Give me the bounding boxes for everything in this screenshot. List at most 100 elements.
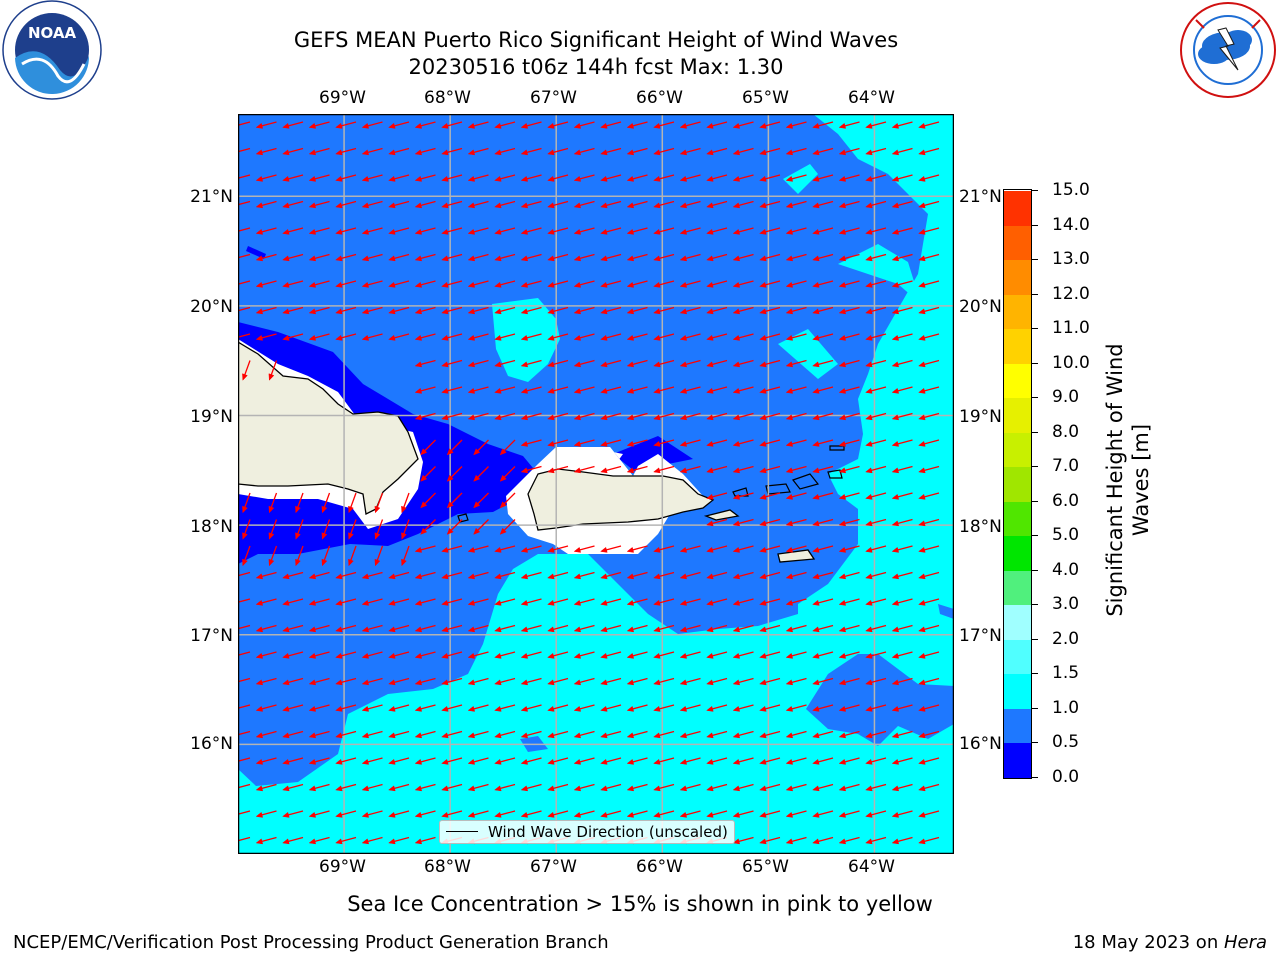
arrow-head (785, 122, 794, 129)
wave-direction-arrow (238, 121, 251, 126)
arrow-head (255, 149, 264, 156)
colorbar-labels: 15.0 14.0 13.0 12.0 11.0 10.0 9.0 8.0 7.0 6.0 5.0 4… (1032, 0, 1100, 960)
arrow-head (441, 599, 449, 606)
arrow-head (918, 652, 926, 659)
arrow-head (865, 573, 873, 580)
arrow-head (520, 573, 529, 580)
arrow-head (335, 838, 343, 845)
arrow-head (388, 308, 396, 315)
arrow-head (706, 308, 714, 315)
lat-label-left: 19°N (190, 407, 233, 427)
lon-label-bottom: 65°W (742, 857, 789, 877)
arrow-head (388, 573, 396, 580)
lon-label-top: 69°W (319, 88, 366, 108)
colorbar-title-line2: Waves [m] (1129, 423, 1153, 537)
arrow-head (600, 255, 608, 262)
arrow-head (865, 281, 873, 288)
arrow-head (706, 493, 714, 500)
arrow-head (679, 175, 688, 182)
arrow-head (865, 149, 873, 156)
arrow-head (918, 599, 926, 606)
arrow-head (891, 175, 900, 182)
arrow-head (441, 308, 449, 315)
arrow-head (891, 573, 900, 580)
colorbar-band (1004, 294, 1031, 330)
arrow-head (573, 414, 582, 421)
arrow-head (520, 652, 529, 659)
arrow-head (759, 361, 767, 368)
colorbar-tick-label: 2.0 (1052, 628, 1080, 649)
arrow-head (282, 175, 290, 182)
arrow-head (732, 387, 741, 394)
arrow-head (759, 785, 767, 792)
lon-label-bottom: 68°W (424, 857, 471, 877)
arrow-head (600, 467, 608, 474)
arrow-head (838, 440, 847, 447)
contour-1.0-1.5 (238, 114, 954, 854)
arrow-head (679, 149, 688, 156)
arrow-head (706, 758, 714, 765)
lat-label-right: 20°N (959, 297, 1002, 317)
arrow-head (865, 202, 873, 209)
arrow-head (308, 149, 317, 156)
arrow-head (865, 546, 873, 553)
arrow-head (891, 838, 900, 845)
arrow-head (308, 811, 317, 818)
arrow-head (653, 626, 661, 633)
arrow-head (812, 732, 820, 739)
colorbar-tick (1032, 604, 1038, 606)
arrow-head (335, 281, 343, 288)
arrow-head (467, 228, 476, 235)
arrow-head (679, 732, 688, 739)
arrow-head (335, 202, 343, 209)
arrow-head (865, 652, 873, 659)
arrow-head (414, 122, 423, 129)
arrow-head (446, 501, 454, 509)
land (238, 341, 816, 563)
colorbar-tick (1032, 742, 1038, 744)
arrow-head (785, 758, 794, 765)
arrow-head (547, 652, 555, 659)
arrow-head (600, 202, 608, 209)
arrow-head (706, 626, 714, 633)
arrow-head (255, 281, 264, 288)
arrow-head (732, 175, 741, 182)
arrow-head (812, 758, 820, 765)
arrow-head (785, 255, 794, 262)
arrow-head (653, 467, 661, 474)
arrow-head (573, 811, 582, 818)
arrow-head (388, 149, 396, 156)
arrow-head (573, 149, 582, 156)
arrow-head (653, 440, 661, 447)
arrow-head (467, 149, 476, 156)
arrow-head (499, 527, 507, 535)
lat-label-left: 20°N (190, 297, 233, 317)
arrow-head (759, 149, 767, 156)
arrow-head (838, 679, 847, 686)
arrow-head (785, 599, 794, 606)
arrow-head (679, 334, 688, 341)
colorbar-band (1004, 673, 1031, 709)
arrow-head (282, 308, 290, 315)
arrow-head (547, 149, 555, 156)
arrow-head (706, 599, 714, 606)
arrow-head (785, 175, 794, 182)
right-credit-machine: Hera (1223, 932, 1267, 953)
arrow-head (520, 255, 529, 262)
arrow-head (255, 732, 264, 739)
arrow-head (918, 281, 926, 288)
arrow-head (467, 626, 476, 633)
arrow-head (838, 228, 847, 235)
colorbar (1003, 189, 1032, 779)
arrow-head (732, 785, 741, 792)
colorbar-tick-label: 10.0 (1052, 352, 1090, 373)
arrow-head (891, 149, 900, 156)
arrow-head (255, 811, 264, 818)
arrow-head (918, 679, 926, 686)
arrow-head (653, 679, 661, 686)
arrow-head (573, 732, 582, 739)
arrow-head (812, 202, 820, 209)
colorbar-tick (1032, 224, 1038, 226)
arrow-head (838, 122, 847, 129)
arrow-head (626, 652, 635, 659)
